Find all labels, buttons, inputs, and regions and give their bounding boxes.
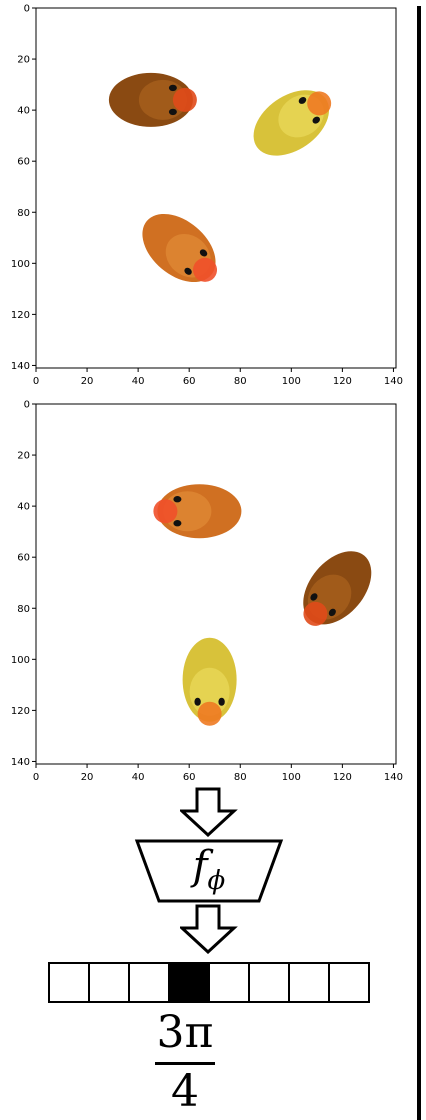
x-tick-label: 0: [33, 376, 39, 387]
y-tick-label: 120: [11, 310, 30, 321]
x-tick-label: 0: [33, 772, 39, 783]
duck-eye: [199, 249, 208, 257]
angle-bin: [90, 964, 130, 1001]
duck-eye: [298, 96, 307, 104]
x-tick-label: 140: [384, 772, 403, 783]
y-tick-label: 100: [11, 259, 30, 270]
x-tick-label: 120: [333, 772, 352, 783]
angle-bin: [250, 964, 290, 1001]
y-tick-label: 80: [17, 604, 30, 615]
x-tick-label: 40: [132, 376, 145, 387]
y-tick-label: 120: [11, 706, 30, 717]
y-tick-label: 20: [17, 55, 30, 66]
image-area: [108, 72, 332, 283]
duck-eye: [168, 84, 177, 92]
encoder-subscript: ϕ: [207, 866, 226, 896]
duck-beak: [307, 91, 332, 116]
duck-eye: [184, 267, 192, 275]
x-tick-label: 100: [282, 376, 301, 387]
y-tick-label: 140: [11, 757, 30, 768]
x-tick-label: 60: [183, 376, 196, 387]
brown-duck: [303, 551, 372, 626]
duck-beak: [153, 499, 178, 524]
y-tick-label: 0: [24, 400, 30, 411]
output-angle-fraction: 3π 4: [145, 1008, 225, 1117]
y-tick-label: 100: [11, 655, 30, 666]
angle-bin: [130, 964, 170, 1001]
fraction-numerator: 3π: [156, 1007, 214, 1058]
down-arrow-icon: [178, 904, 238, 958]
orange-duck: [142, 213, 218, 283]
x-tick-label: 100: [282, 772, 301, 783]
angle-bin: [50, 964, 90, 1001]
x-tick-label: 80: [234, 376, 247, 387]
y-tick-label: 40: [17, 106, 30, 117]
duck-eye: [310, 593, 318, 601]
image-area: [153, 484, 372, 726]
encoder-label: fϕ: [134, 842, 284, 905]
angle-bin-active: [170, 964, 210, 1001]
angle-bin: [330, 964, 368, 1001]
y-tick-label: 0: [24, 4, 30, 15]
fraction-bar: [155, 1062, 215, 1065]
duck-eye: [168, 108, 177, 116]
brown-duck: [108, 72, 197, 127]
x-tick-label: 140: [384, 376, 403, 387]
x-tick-label: 80: [234, 772, 247, 783]
duck-eye: [218, 697, 225, 706]
x-tick-label: 60: [183, 772, 196, 783]
orange-duck: [153, 484, 242, 539]
bottom-image-plot: 0 20 40 60 80 100 120 140 0 20 40 60 80 100 120 140: [0, 396, 410, 788]
yellow-duck: [253, 90, 332, 156]
y-tick-label: 60: [17, 553, 30, 564]
duck-eye: [173, 496, 182, 503]
duck-beak: [193, 257, 218, 282]
fraction-denominator: 4: [171, 1066, 199, 1117]
y-tick-label: 40: [17, 502, 30, 513]
duck-eye: [173, 520, 182, 527]
x-tick-label: 20: [81, 376, 94, 387]
x-tick-label: 40: [132, 772, 145, 783]
duck-beak: [197, 701, 222, 726]
axes-frame: [35, 403, 397, 765]
x-tick-label: 20: [81, 772, 94, 783]
encoder-trapezoid: [134, 838, 284, 908]
y-tick-label: 20: [17, 451, 30, 462]
duck-eye: [312, 116, 320, 124]
yellow-duck: [182, 637, 237, 726]
y-tick-label: 60: [17, 157, 30, 168]
down-arrow-icon: [178, 787, 238, 841]
y-tick-label: 80: [17, 208, 30, 219]
vertical-divider: [417, 6, 421, 1120]
angle-bin: [210, 964, 250, 1001]
angle-bin: [290, 964, 330, 1001]
angle-bin-vector: [48, 962, 370, 1003]
duck-eye: [328, 608, 336, 617]
top-image-plot: 0 20 40 60 80 100 120 140 0 20 40 60 80 100 120 140: [0, 0, 410, 392]
axes-frame: [35, 7, 397, 369]
duck-beak: [172, 87, 197, 112]
duck-eye: [194, 697, 201, 706]
duck-beak: [303, 601, 328, 626]
y-tick-label: 140: [11, 361, 30, 372]
x-tick-label: 120: [333, 376, 352, 387]
encoder-symbol: f: [192, 843, 208, 889]
